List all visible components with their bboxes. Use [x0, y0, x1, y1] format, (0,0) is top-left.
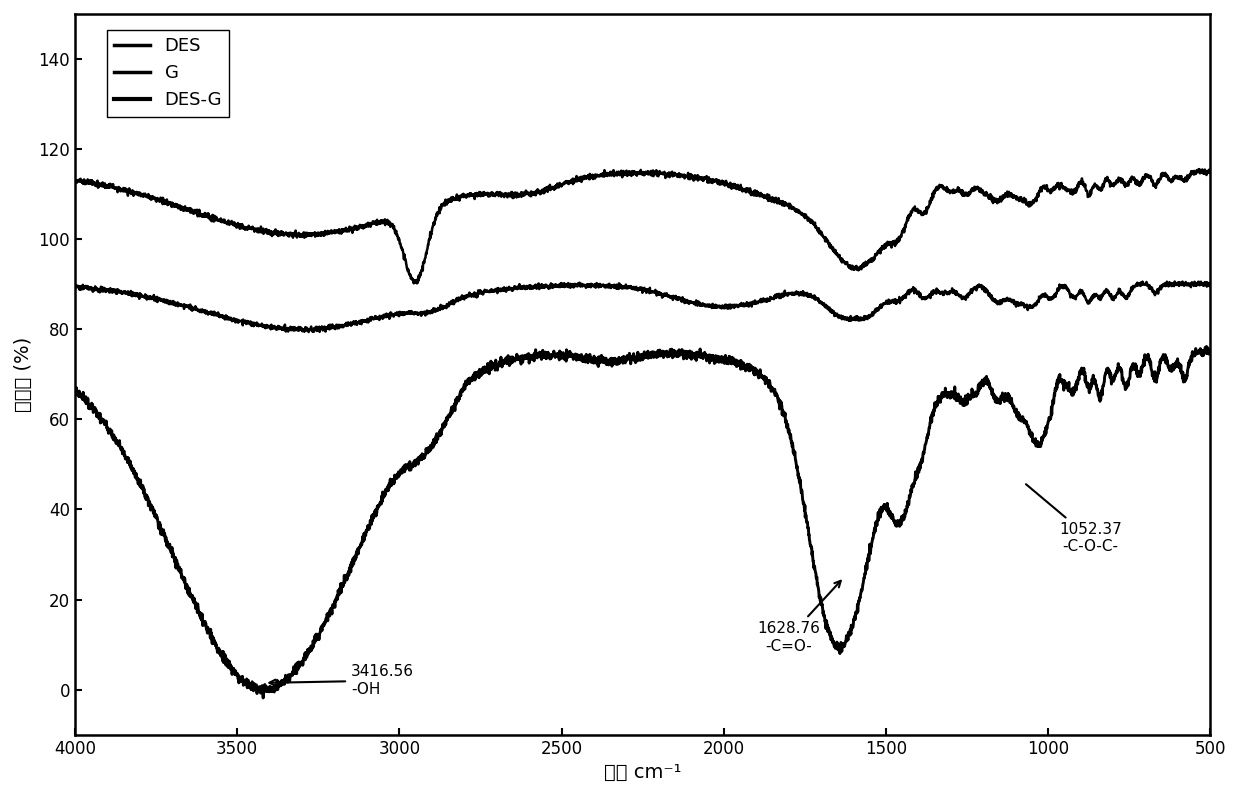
- DES-G: [579, 354, 594, 364]
- G: [317, 327, 332, 337]
- G: [68, 284, 83, 294]
- DES: [68, 176, 83, 185]
- Text: 1628.76
-C=O-: 1628.76 -C=O-: [758, 581, 841, 654]
- G: [579, 279, 594, 289]
- G: [1203, 281, 1218, 291]
- DES-G: [68, 389, 83, 399]
- DES: [1198, 165, 1213, 174]
- G: [331, 322, 346, 331]
- DES: [1203, 168, 1218, 178]
- Line: G: G: [76, 282, 1210, 332]
- X-axis label: 波数 cm⁻¹: 波数 cm⁻¹: [604, 763, 682, 782]
- G: [301, 327, 316, 337]
- Line: DES: DES: [76, 169, 1210, 283]
- G: [487, 285, 502, 295]
- DES: [409, 279, 424, 288]
- G: [257, 322, 272, 332]
- DES: [331, 227, 346, 236]
- DES-G: [255, 693, 270, 703]
- DES: [317, 226, 332, 236]
- Line: DES-G: DES-G: [76, 346, 1210, 698]
- Text: 1052.37
-C-O-C-: 1052.37 -C-O-C-: [1025, 484, 1122, 555]
- DES-G: [1199, 341, 1214, 351]
- DES-G: [487, 358, 502, 368]
- Text: 3416.56
-OH: 3416.56 -OH: [269, 665, 414, 696]
- Y-axis label: 透过率 (%): 透过率 (%): [14, 337, 33, 412]
- DES-G: [1203, 345, 1218, 355]
- DES-G: [1197, 348, 1211, 357]
- G: [1198, 277, 1213, 287]
- DES-G: [258, 680, 273, 689]
- DES: [487, 191, 502, 201]
- Legend: DES, G, DES-G: DES, G, DES-G: [107, 30, 229, 117]
- DES: [1192, 164, 1207, 174]
- DES: [579, 172, 594, 181]
- DES-G: [331, 587, 346, 597]
- G: [1167, 277, 1182, 287]
- DES-G: [317, 616, 332, 626]
- DES: [257, 227, 272, 236]
